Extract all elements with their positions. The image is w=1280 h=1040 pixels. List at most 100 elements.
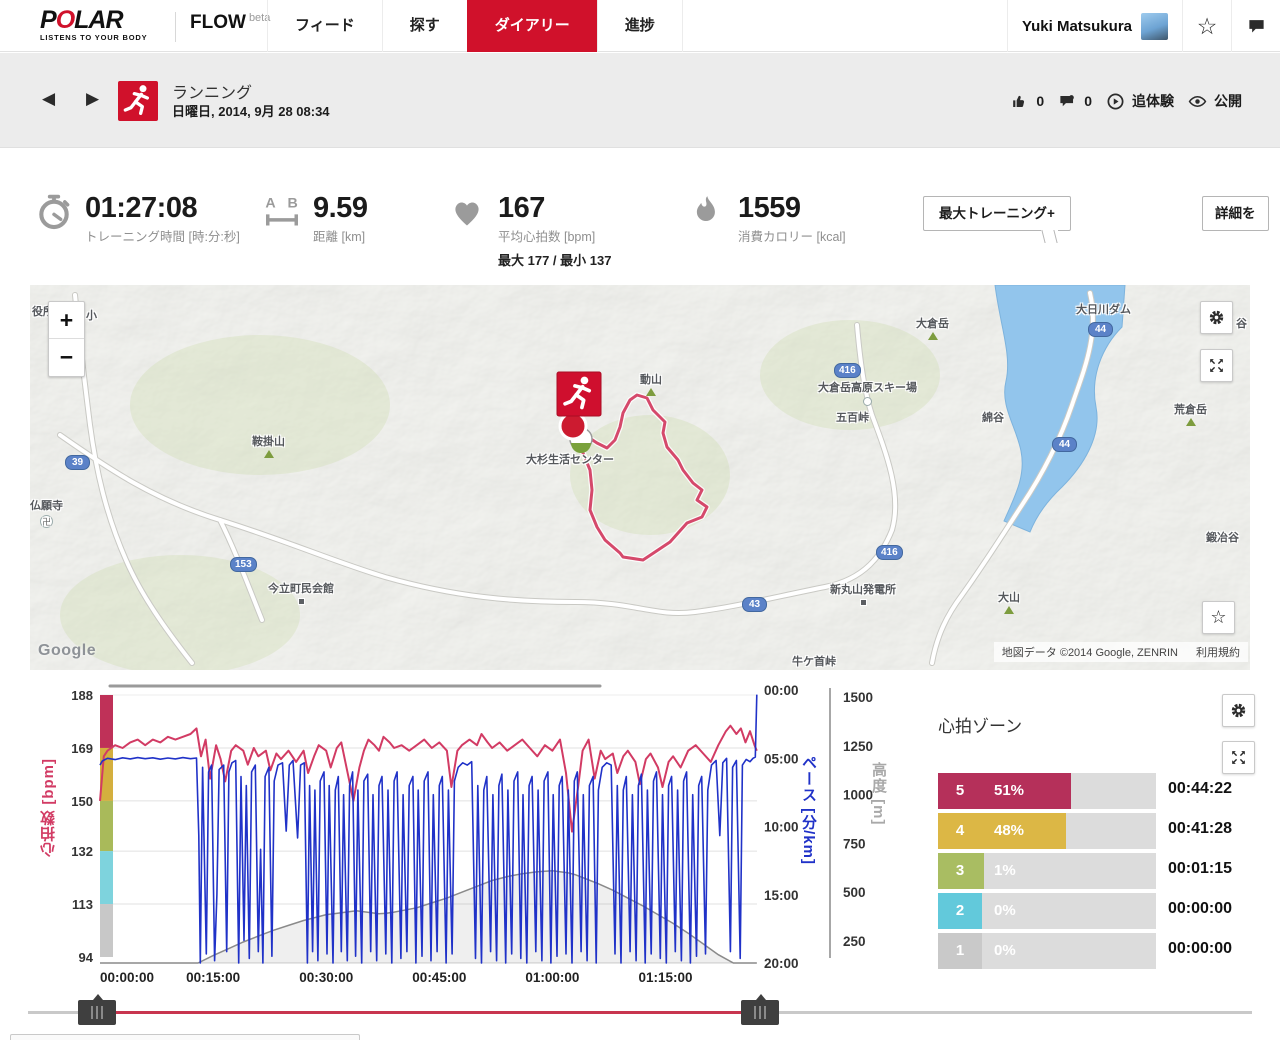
time-axis-tick: 01:00:00 (525, 970, 579, 985)
play-circle-icon (1106, 92, 1125, 111)
comment-bubble-icon (1058, 92, 1077, 111)
hr-axis-tick: 94 (79, 950, 94, 965)
training-chart[interactable]: 1881691501321139400:0005:0010:0015:0020:… (0, 670, 1280, 1000)
notifications-button[interactable] (1231, 0, 1280, 52)
zone-number: 3 (955, 862, 965, 879)
activity-header: ◀ ▶ ランニング 日曜日, 2014, 9月 28 08:34 0 0 追体験… (0, 53, 1280, 148)
relive-label: 追体験 (1132, 93, 1174, 109)
map-label: 谷 (1236, 315, 1247, 331)
map-fullscreen-button[interactable] (1200, 349, 1233, 382)
relive-button[interactable]: 追体験 (1106, 91, 1174, 111)
poi-icon (863, 397, 872, 406)
comment-button[interactable]: 0 (1058, 92, 1092, 111)
zone-time: 00:41:28 (1168, 820, 1233, 837)
tab-progress[interactable]: 進捗 (596, 0, 683, 52)
hr-axis-label: 心拍数 [bpm] (40, 758, 57, 858)
peak-icon (927, 332, 938, 340)
peak-icon (263, 450, 274, 458)
avatar (1141, 12, 1168, 40)
user-name: Yuki Matsukura (1021, 17, 1132, 35)
road-badge-39: 39 (65, 455, 90, 470)
favorites-button[interactable]: ☆ (1182, 0, 1231, 52)
tab-diary[interactable]: ダイアリー (466, 0, 597, 52)
summary-stats: 01:27:08 トレーニング時間 [時:分:秒] A B 9.59 距離 [km] 167… (0, 149, 1280, 285)
stat-value: 167 (498, 192, 545, 224)
time-axis-tick: 00:00:00 (100, 970, 154, 985)
prev-activity-button[interactable]: ◀ (42, 89, 56, 108)
time-axis-tick: 00:45:00 (412, 970, 466, 985)
map-terms-link[interactable]: 利用規約 (1196, 647, 1240, 659)
heart-rate-line (99, 724, 758, 833)
hr-zone-band-2 (100, 851, 113, 905)
map-label: 大日川ダム (1076, 301, 1131, 317)
peak-icon (646, 388, 656, 396)
route-map[interactable]: 役所小仏願寺卍鞍掛山 今立町民会館 大杉生活センター 動山 大倉岳 大倉岳高原スキー場 五百… (30, 285, 1250, 670)
zone-percent: 48% (994, 822, 1025, 839)
map-label-text: 大倉岳高原スキー場 (818, 382, 917, 394)
altitude-axis-tick: 1250 (843, 739, 873, 754)
map-zoom-out-button[interactable]: − (59, 344, 74, 370)
map-label: 今立町民会館 (268, 580, 334, 605)
polar-logo[interactable]: POLAR LISTENS TO YOUR BODY (40, 7, 147, 42)
like-count: 0 (1036, 93, 1045, 109)
stat-text: 1559 消費カロリー [kcal] (738, 193, 846, 245)
training-chart-section: 188 169 150 132 113 94 00:00 05:00 10:00 15:00 20:… (0, 670, 1280, 1000)
like-button[interactable]: 0 (1010, 92, 1044, 111)
slider-left-handle[interactable] (78, 994, 116, 1025)
zone-bar-fill (938, 933, 982, 969)
details-button[interactable]: 詳細を (1202, 196, 1269, 231)
tab-explore[interactable]: 探す (381, 0, 467, 52)
slider-right-handle[interactable] (741, 994, 779, 1025)
top-nav: POLAR LISTENS TO YOUR BODY FLOW beta フィード… (0, 0, 1280, 52)
hr-zone-band-1 (100, 904, 113, 957)
next-activity-button[interactable]: ▶ (86, 89, 100, 108)
hr-axis-tick: 132 (71, 844, 93, 859)
start-marker (558, 411, 588, 441)
flow-product-label: FLOW beta (175, 12, 270, 42)
hr-zones-settings-button[interactable] (1222, 694, 1255, 727)
map-label: 仏願寺卍 (30, 497, 63, 528)
peak-icon (1004, 606, 1014, 614)
stat-label: 距離 [km] (313, 230, 366, 244)
stat-value: 1559 (738, 192, 801, 224)
map-label-text: 谷 (1236, 318, 1247, 330)
zone-time: 00:00:00 (1168, 900, 1233, 917)
runner-icon (123, 85, 149, 116)
map-zoom-in-button[interactable]: + (49, 302, 84, 339)
map-label: 綿谷 (982, 409, 1004, 425)
svg-text:A: A (265, 195, 275, 211)
map-settings-button[interactable] (1200, 301, 1233, 334)
hr-zone-band-3 (100, 800, 113, 852)
tab-feed[interactable]: フィード (267, 0, 382, 52)
peak-icon (1185, 418, 1196, 426)
map-zoom-control: + − (48, 301, 85, 377)
visibility-label: 公開 (1214, 93, 1242, 109)
stat-text: 167 平均心拍数 [bpm] 最大 177 / 最小 137 (498, 193, 611, 269)
map-label-text: 動山 (640, 374, 662, 386)
zone-time: 00:00:00 (1168, 940, 1233, 957)
map-label: 大山 (998, 589, 1020, 614)
map-favorite-button[interactable]: ☆ (1202, 601, 1235, 634)
hr-axis-tick: 150 (71, 794, 93, 809)
training-benefit-callout[interactable]: 最大トレーニング+ (923, 196, 1071, 231)
hr-zones-expand-button[interactable] (1222, 741, 1255, 774)
map-terrain (30, 285, 1250, 670)
pace-axis-tick: 05:00 (764, 751, 799, 766)
hr-axis-tick: 188 (71, 688, 93, 703)
pace-axis-label: ペース [分/km] (800, 755, 817, 866)
hr-axis-tick: 169 (71, 741, 93, 756)
altitude-axis-tick: 1000 (843, 788, 873, 803)
poi-icon (297, 598, 305, 605)
route-polyline (567, 392, 710, 563)
user-menu[interactable]: Yuki Matsukura (1006, 0, 1182, 52)
visibility-button[interactable]: 公開 (1188, 91, 1242, 111)
slider-selected-range (116, 1011, 741, 1014)
expand-icon (1232, 751, 1245, 764)
flame-icon (688, 193, 726, 245)
polar-logo-tagline: LISTENS TO YOUR BODY (40, 33, 148, 42)
map-label-text: 鞍掛山 (252, 436, 285, 448)
road-badge-153: 153 (230, 557, 257, 572)
map-label: 大杉生活センター (526, 451, 614, 467)
